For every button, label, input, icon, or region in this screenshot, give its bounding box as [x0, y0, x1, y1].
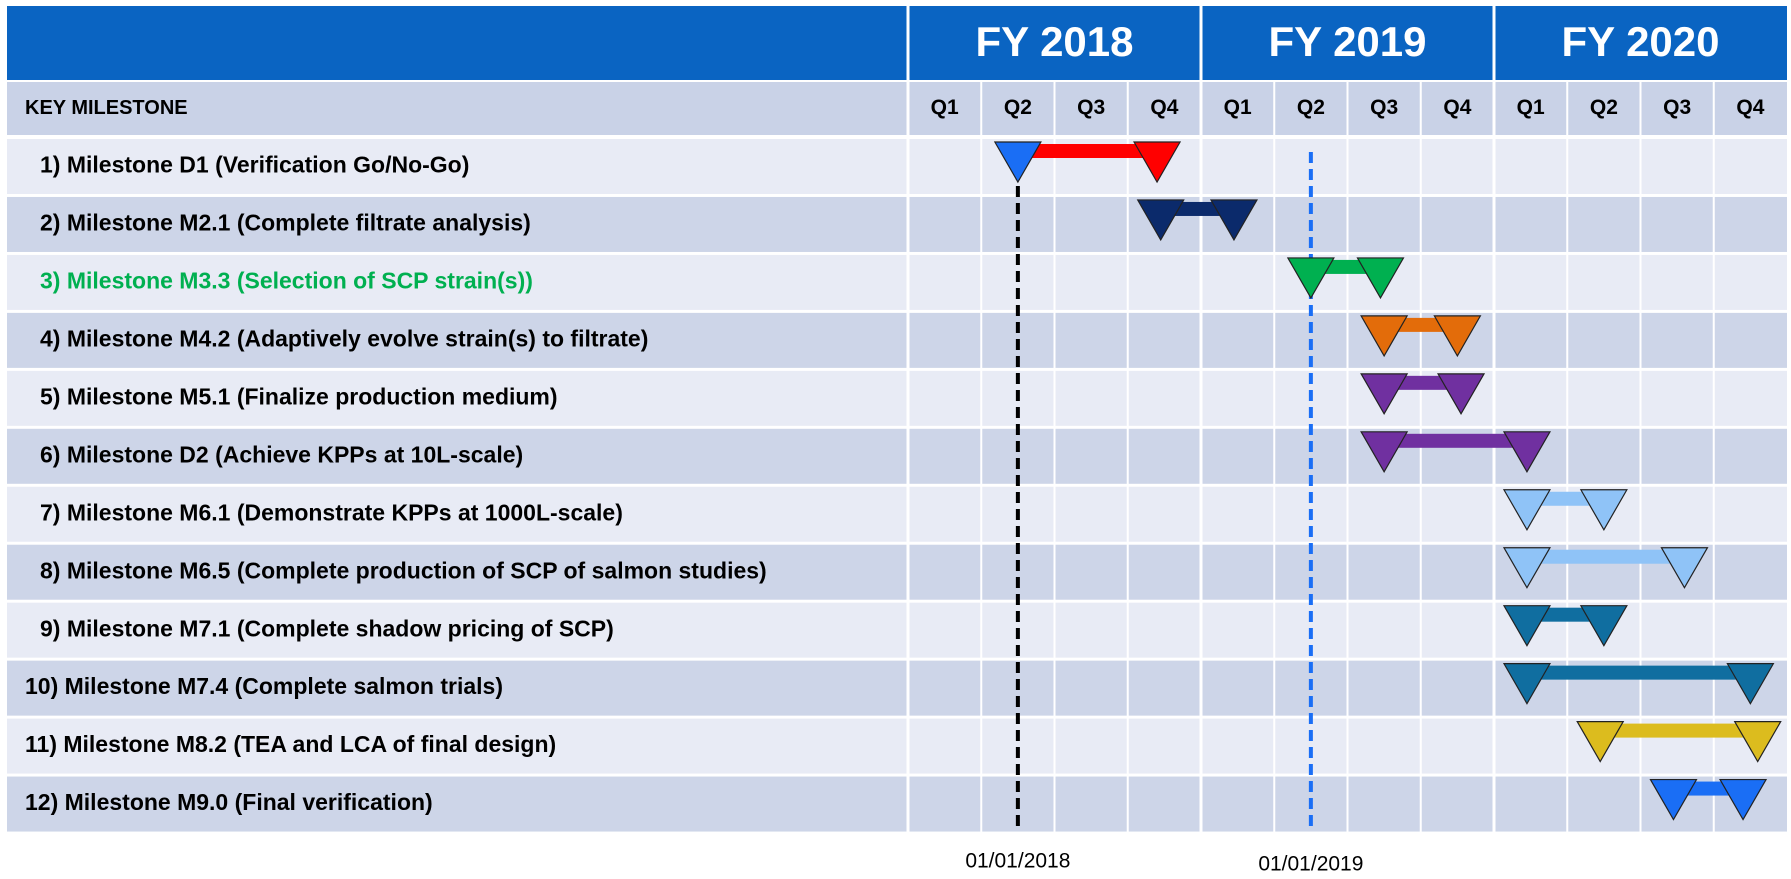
quarter-label: Q3: [1663, 96, 1691, 119]
task-bar: [1017, 144, 1158, 158]
task-label: 10) Milestone M7.4 (Complete salmon tria…: [25, 673, 503, 699]
quarter-row: [7, 82, 1787, 135]
header-bar: [7, 6, 1787, 80]
start-triangle: [1360, 373, 1409, 416]
task-bar: [1384, 433, 1527, 448]
task-label: 4) Milestone M4.2 (Adaptively evolve str…: [40, 325, 648, 351]
row-bg: [7, 312, 1787, 368]
row-bg: [7, 196, 1787, 252]
period-label: FY 2018: [975, 18, 1133, 65]
task-label: 6) Milestone D2 (Achieve KPPs at 10L-sca…: [40, 441, 523, 467]
end-triangle: [1579, 605, 1628, 647]
row-bg: [7, 139, 1787, 194]
task-bar: [1600, 723, 1758, 738]
row-bg: [7, 660, 1787, 716]
period-label: FY 2020: [1561, 18, 1719, 65]
task-bar: [1526, 549, 1685, 564]
row-bg: [7, 544, 1787, 600]
quarter-label: Q4: [1443, 96, 1471, 119]
row-bg: [7, 370, 1787, 426]
task-label: 8) Milestone M6.5 (Complete production o…: [40, 557, 767, 583]
start-triangle: [1360, 431, 1409, 474]
task-label: 11) Milestone M8.2 (TEA and LCA of final…: [25, 731, 556, 757]
row-bg: [7, 254, 1787, 310]
start-triangle: [1286, 257, 1335, 300]
start-triangle: [1576, 720, 1625, 763]
end-triangle: [1726, 663, 1775, 705]
quarter-label: Q1: [931, 96, 959, 119]
task-bar: [1526, 665, 1751, 680]
quarter-label: Q4: [1150, 96, 1178, 119]
date-marker-label: 01/01/2019: [1258, 853, 1363, 876]
task-label: 7) Milestone M6.1 (Demonstrate KPPs at 1…: [40, 499, 623, 525]
task-label: 12) Milestone M9.0 (Final verification): [25, 789, 433, 815]
start-triangle: [1360, 315, 1409, 358]
quarter-label: Q1: [1224, 96, 1252, 119]
end-triangle: [1433, 315, 1482, 358]
end-triangle: [1133, 141, 1182, 184]
quarter-label: Q3: [1370, 96, 1398, 119]
start-triangle: [1502, 547, 1551, 589]
row-bg: [7, 602, 1787, 658]
quarter-label: Q2: [1004, 96, 1032, 119]
task-label: 1) Milestone D1 (Verification Go/No-Go): [40, 152, 469, 178]
quarter-label: Q4: [1736, 96, 1764, 119]
row-bg: [7, 776, 1787, 832]
quarter-label: Q3: [1077, 96, 1105, 119]
start-triangle: [1502, 489, 1551, 531]
end-triangle: [1733, 720, 1782, 763]
task-label: 3) Milestone M3.3 (Selection of SCP stra…: [40, 267, 533, 293]
task-label: 5) Milestone M5.1 (Finalize production m…: [40, 383, 558, 409]
period-label: FY 2019: [1268, 18, 1426, 65]
end-triangle: [1660, 547, 1709, 589]
start-triangle: [1136, 199, 1185, 242]
quarter-label: Q2: [1297, 96, 1325, 119]
end-triangle: [1579, 489, 1628, 531]
header-label: KEY MILESTONE: [25, 97, 188, 119]
start-triangle: [1649, 778, 1698, 821]
date-marker-label: 01/01/2018: [965, 850, 1070, 873]
start-triangle: [1502, 663, 1551, 705]
end-triangle: [1437, 373, 1486, 416]
start-triangle: [993, 141, 1042, 184]
end-triangle: [1719, 778, 1768, 821]
row-bg: [7, 718, 1787, 774]
row-bg: [7, 486, 1787, 542]
quarter-label: Q1: [1517, 96, 1545, 119]
task-label: 2) Milestone M2.1 (Complete filtrate ana…: [40, 210, 531, 236]
task-label: 9) Milestone M7.1 (Complete shadow prici…: [40, 615, 614, 641]
end-triangle: [1356, 257, 1405, 300]
end-triangle: [1502, 431, 1551, 474]
end-triangle: [1209, 199, 1258, 242]
quarter-label: Q2: [1590, 96, 1618, 119]
start-triangle: [1502, 605, 1551, 647]
